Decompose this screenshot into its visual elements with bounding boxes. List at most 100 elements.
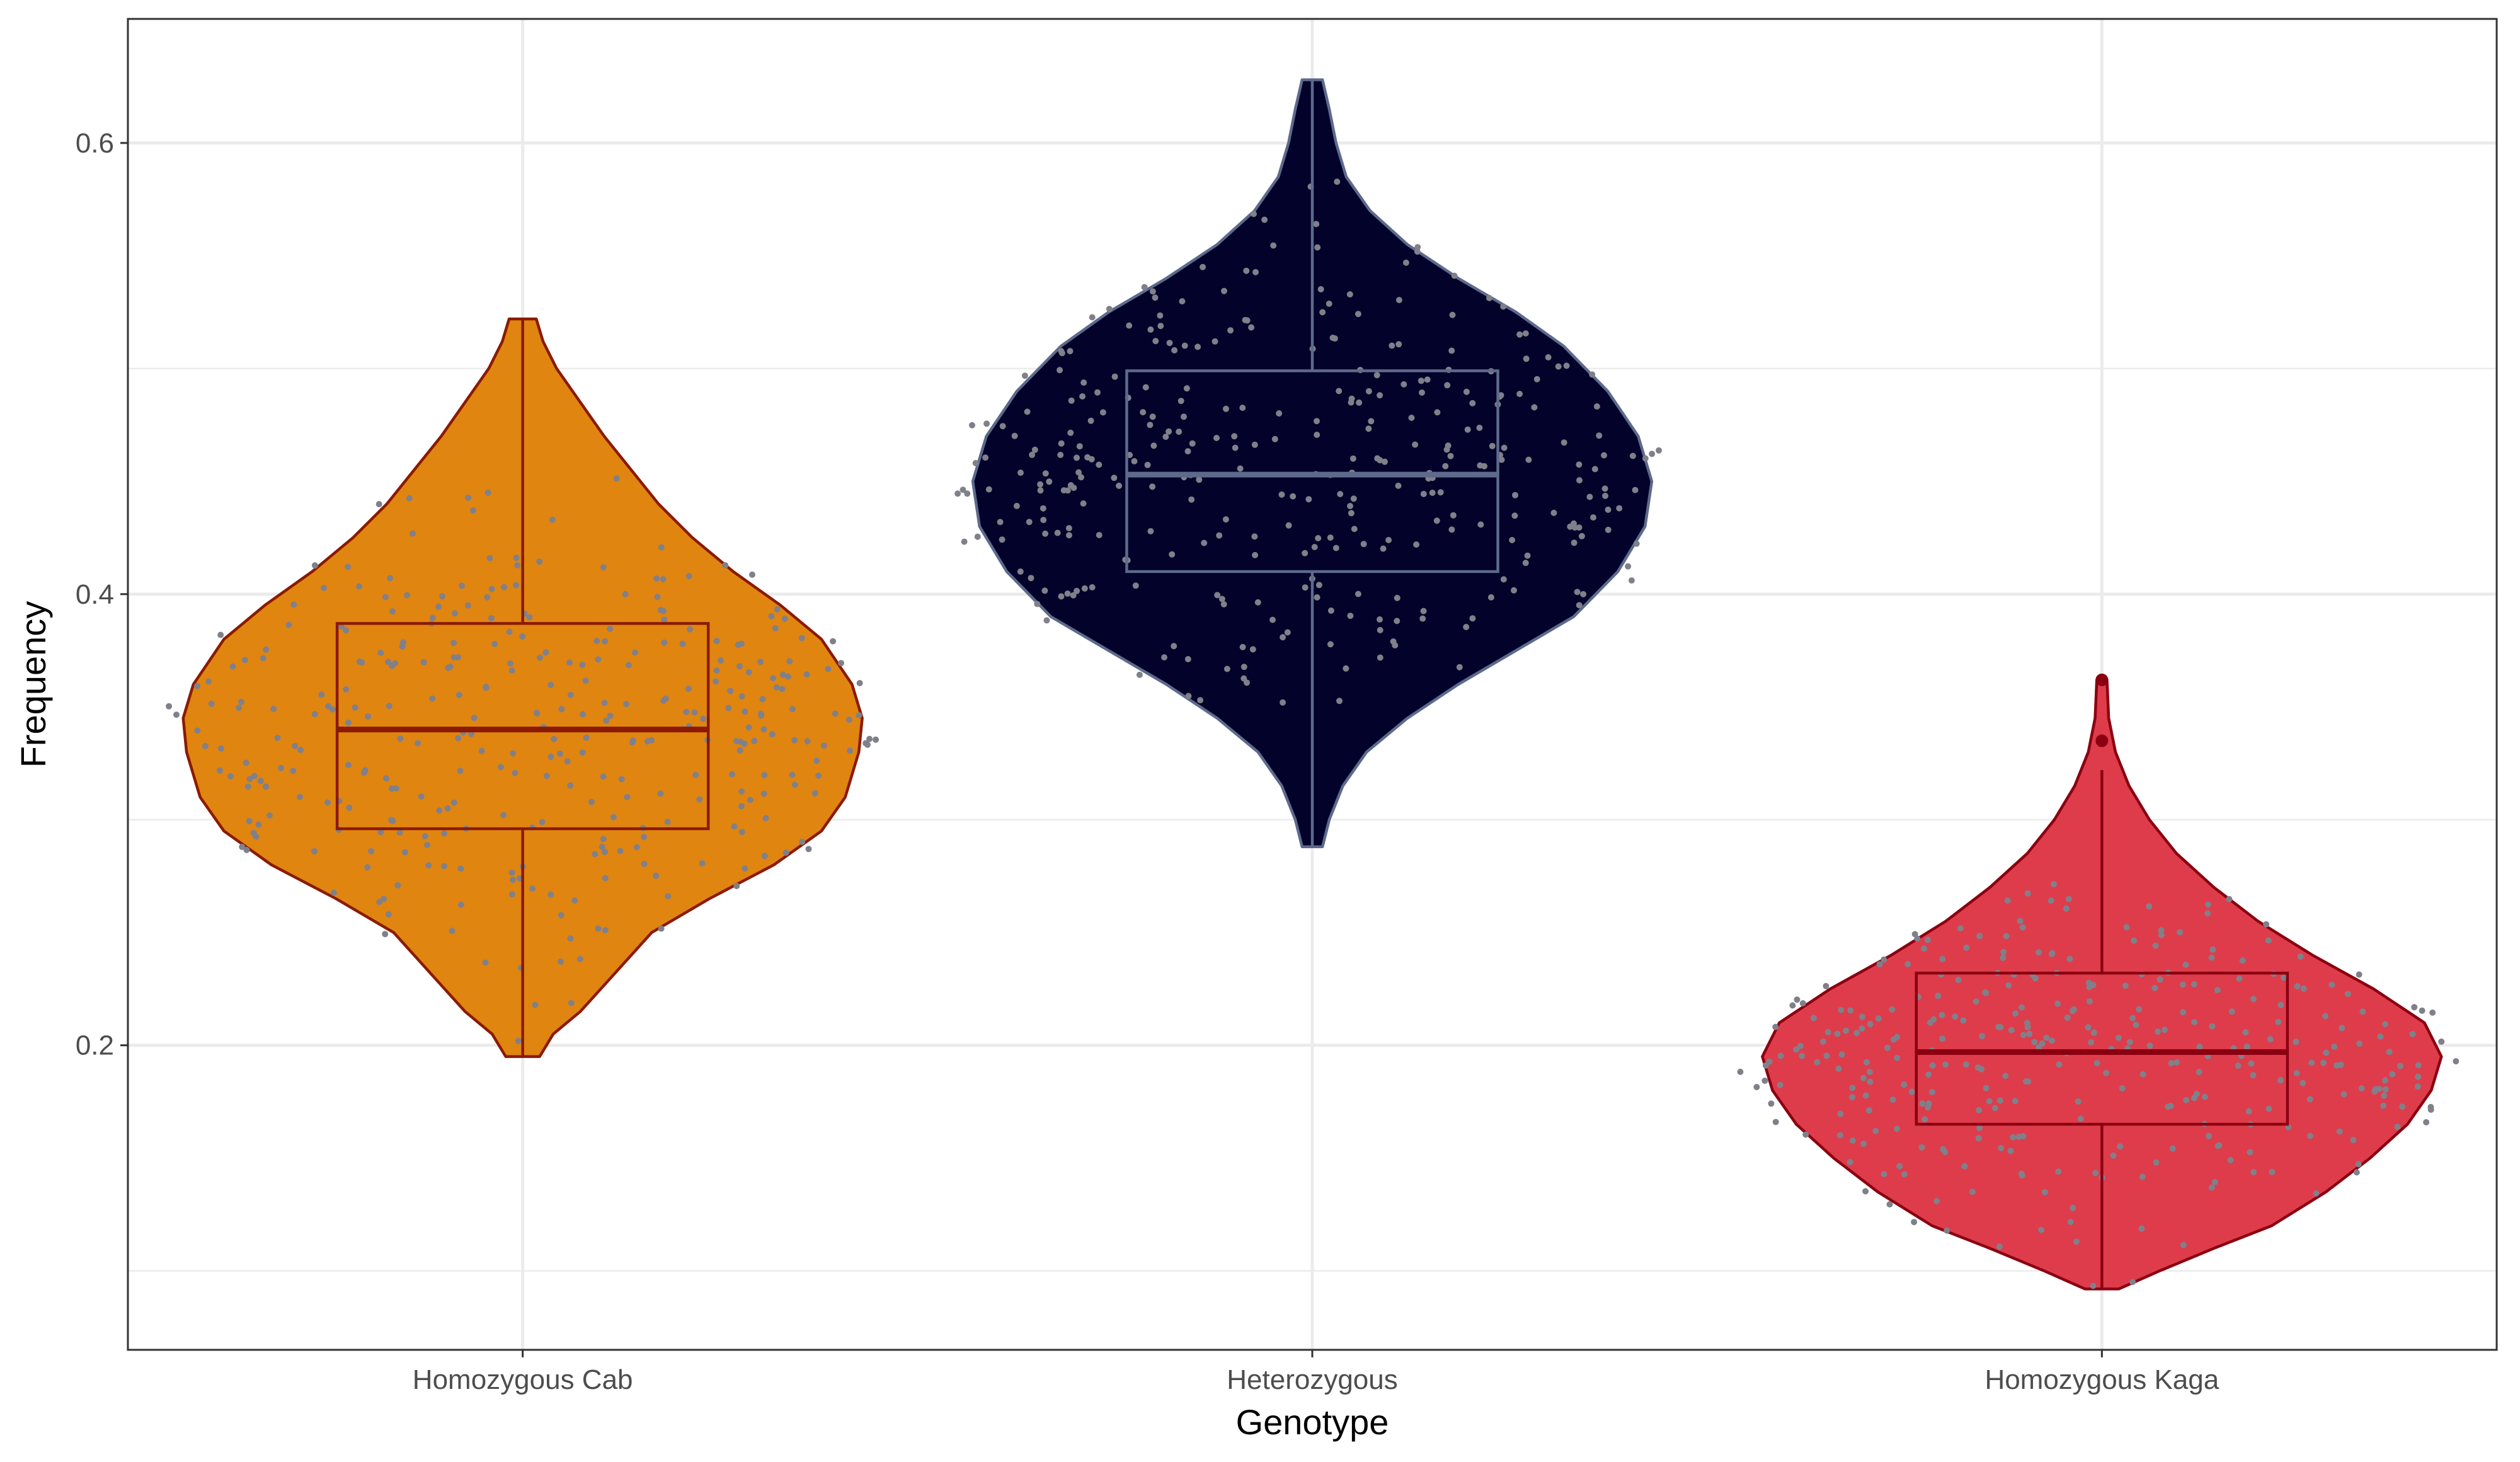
jitter-point [610, 814, 617, 820]
jitter-point [470, 507, 476, 514]
jitter-point [236, 705, 243, 711]
jitter-point [418, 793, 425, 800]
jitter-point [1189, 440, 1196, 447]
jitter-point [1329, 335, 1336, 341]
jitter-point [1991, 1105, 1998, 1112]
jitter-point [588, 798, 595, 805]
jitter-point [1876, 961, 1883, 968]
jitter-point [799, 838, 806, 845]
jitter-point [529, 885, 536, 892]
jitter-point [2020, 1032, 2027, 1039]
jitter-point [1058, 593, 1065, 600]
jitter-point [508, 667, 515, 674]
jitter-point [243, 759, 249, 766]
jitter-point [2204, 910, 2211, 917]
jitter-point [1064, 590, 1071, 597]
jitter-point [1196, 476, 1203, 483]
jitter-point [1525, 456, 1532, 463]
jitter-point [392, 660, 399, 667]
jitter-point [1434, 409, 1441, 416]
jitter-point [2151, 984, 2158, 991]
jitter-point [1395, 482, 1402, 489]
jitter-point [1354, 590, 1361, 597]
jitter-point [1940, 1146, 1947, 1153]
jitter-point [1509, 537, 1516, 543]
jitter-point [246, 776, 253, 783]
violin-1 [971, 78, 1654, 848]
jitter-point [1939, 955, 1946, 962]
jitter-point [1448, 347, 1455, 354]
jitter-point [2226, 895, 2233, 902]
jitter-point [607, 626, 614, 633]
jitter-point [2010, 1134, 2017, 1141]
jitter-point [270, 706, 277, 712]
jitter-point [1142, 384, 1149, 391]
jitter-point [1908, 1088, 1915, 1095]
jitter-point [805, 846, 812, 853]
jitter-point [1232, 444, 1239, 451]
jitter-point [385, 659, 392, 665]
jitter-point [1337, 491, 1344, 497]
jitter-point [457, 865, 464, 872]
jitter-point [243, 846, 250, 853]
jitter-point [2377, 1033, 2384, 1040]
jitter-point [1343, 665, 1349, 672]
jitter-point [742, 708, 748, 715]
jitter-point [2031, 1039, 2038, 1045]
jitter-point [2193, 1090, 2200, 1097]
jitter-point [2180, 1009, 2187, 1016]
jitter-point [1249, 646, 1256, 653]
jitter-point [1633, 540, 1640, 547]
jitter-point [1223, 405, 1229, 412]
jitter-point [830, 638, 837, 645]
jitter-point [1576, 477, 1583, 484]
jitter-point [762, 815, 769, 822]
jitter-point [441, 863, 448, 870]
jitter-point [1074, 587, 1080, 594]
jitter-point [1591, 466, 1598, 473]
jitter-point [1400, 381, 1407, 388]
jitter-point [1420, 607, 1427, 614]
jitter-point [2085, 1024, 2092, 1031]
jitter-point [1201, 539, 1208, 546]
jitter-point [1315, 535, 1322, 541]
jitter-point [1768, 1100, 1775, 1107]
jitter-point [1894, 1054, 1901, 1061]
jitter-point [484, 489, 491, 496]
jitter-point [1960, 1017, 1967, 1024]
jitter-point [1444, 382, 1451, 389]
jitter-point [1214, 592, 1221, 599]
jitter-point [2165, 1103, 2172, 1110]
jitter-point [1269, 616, 1276, 623]
jitter-point [2209, 946, 2216, 953]
jitter-point [425, 862, 432, 869]
jitter-point [1261, 216, 1268, 223]
jitter-point [1334, 178, 1341, 185]
jitter-point [1862, 1188, 1869, 1195]
jitter-point [2138, 1225, 2145, 1232]
jitter-point [2156, 976, 2163, 983]
jitter-point [1567, 523, 1574, 530]
jitter-point [352, 704, 358, 711]
jitter-point [1920, 945, 1927, 952]
jitter-point [661, 616, 668, 623]
jitter-point [2236, 976, 2243, 982]
jitter-point [607, 712, 614, 719]
jitter-point [1533, 376, 1540, 383]
jitter-point [2250, 996, 2257, 1003]
jitter-point [2133, 1022, 2139, 1028]
jitter-point [430, 614, 436, 621]
jitter-point [1589, 371, 1596, 378]
jitter-point [1414, 244, 1421, 251]
jitter-point [2002, 1073, 2009, 1079]
jitter-point [415, 740, 421, 747]
jitter-point [653, 575, 660, 582]
jitter-point [297, 747, 304, 754]
axes: 0.2 0.4 0.6 Homozygous Cab Heterozygous Homoz… [76, 128, 2219, 1395]
jitter-point [658, 544, 665, 551]
jitter-point [465, 494, 472, 501]
jitter-point [2019, 1004, 2025, 1011]
jitter-point [1385, 537, 1392, 543]
jitter-point [1220, 601, 1227, 607]
jitter-point [2399, 1103, 2406, 1110]
